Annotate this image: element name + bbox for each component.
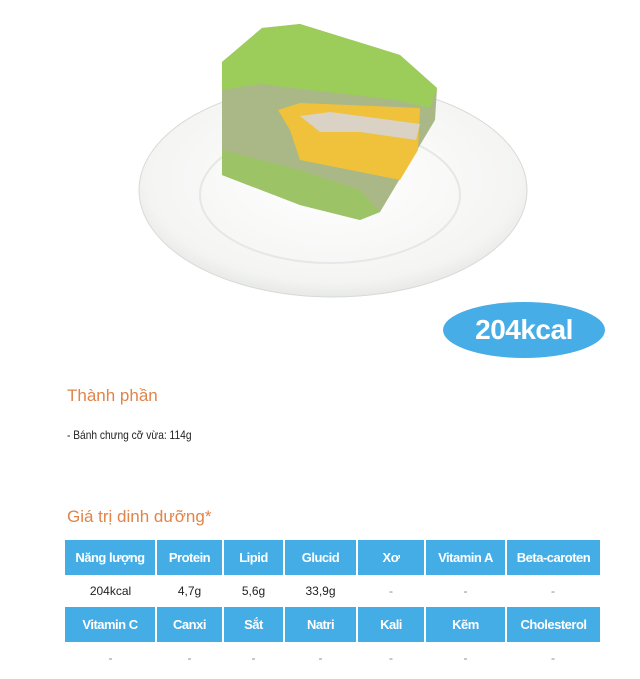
value-cell: -: [463, 584, 468, 598]
header-cell: Natri: [284, 607, 358, 642]
value-cell: 4,7g: [177, 584, 202, 598]
value-cell: -: [187, 651, 192, 665]
nutrition-heading: Giá trị dinh dưỡng*: [67, 507, 212, 526]
value-cell: -: [251, 651, 256, 665]
header-cell: Cholesterol: [506, 607, 600, 642]
value-row: - - - - - - -: [65, 642, 600, 674]
header-row: Năng lượng Protein Lipid Glucid Xơ Vitam…: [65, 540, 600, 575]
header-cell: Glucid: [284, 540, 358, 575]
header-cell: Lipid: [223, 540, 285, 575]
value-cell: 5,6g: [241, 584, 266, 598]
calories-badge: 204kcal: [443, 302, 605, 358]
header-cell: Năng lượng: [65, 540, 157, 575]
ingredient-item: - Bánh chưng cỡ vừa: 114g: [67, 428, 192, 442]
header-cell: Kali: [357, 607, 426, 642]
header-cell: Sắt: [223, 607, 285, 642]
value-cell: -: [551, 651, 555, 665]
value-cell: 33,9g: [305, 584, 336, 598]
value-row: 204kcal 4,7g 5,6g 33,9g - - -: [65, 575, 600, 607]
banh-chung-photo: [138, 24, 528, 298]
value-cell: -: [389, 584, 393, 598]
header-cell: Vitamin C: [65, 607, 157, 642]
value-cell: -: [551, 584, 555, 598]
value-cell: -: [463, 651, 468, 665]
header-row: Vitamin C Canxi Sắt Natri Kali Kẽm Chole…: [65, 607, 600, 642]
header-cell: Xơ: [357, 540, 426, 575]
value-cell: -: [318, 651, 323, 665]
header-cell: Vitamin A: [425, 540, 507, 575]
value-cell: -: [108, 651, 113, 665]
header-cell: Beta-caroten: [506, 540, 600, 575]
value-cell: -: [389, 651, 393, 665]
header-cell: Kẽm: [425, 607, 507, 642]
nutrition-table: Năng lượng Protein Lipid Glucid Xơ Vitam…: [65, 540, 600, 674]
header-cell: Canxi: [156, 607, 224, 642]
value-cell: 204kcal: [89, 584, 132, 598]
ingredients-heading: Thành phần: [67, 386, 158, 405]
header-cell: Protein: [156, 540, 224, 575]
